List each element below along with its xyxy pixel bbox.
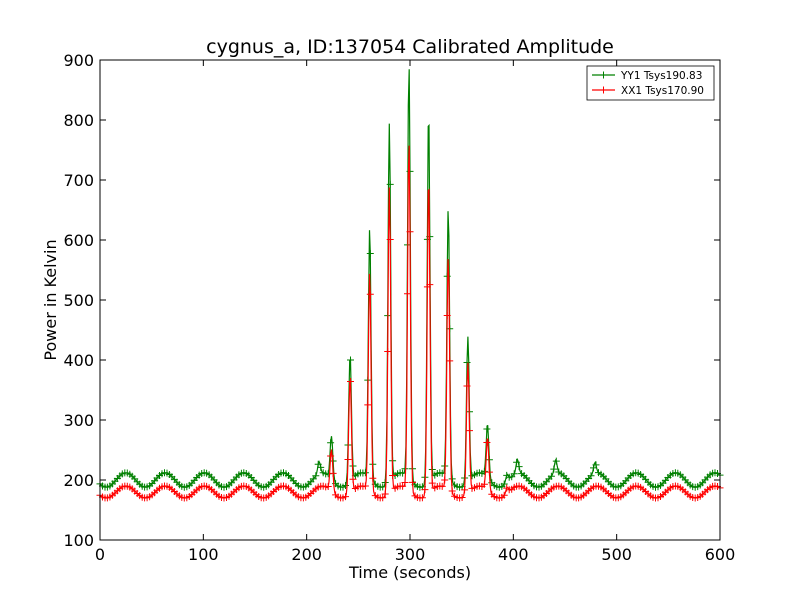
- legend: YY1 Tsys190.83 XX1 Tsys170.90: [586, 65, 715, 101]
- x-tick-label: 400: [498, 545, 529, 564]
- x-tick-label: 100: [188, 545, 219, 564]
- legend-marker: [600, 71, 607, 79]
- plot-area: 0 100 200 300 400 500 600100200300400500600700…: [63, 51, 735, 564]
- chart-title: cygnus_a, ID:137054 Calibrated Amplitude: [206, 36, 614, 58]
- y-axis-label: Power in Kelvin: [41, 239, 60, 360]
- y-tick-label: 700: [63, 171, 94, 190]
- y-tick-label: 500: [63, 291, 94, 310]
- y-tick-label: 800: [63, 111, 94, 130]
- x-tick-label: 600: [705, 545, 736, 564]
- y-tick-label: 100: [63, 531, 94, 550]
- series-1: [96, 145, 724, 502]
- x-tick-label: 300: [395, 545, 426, 564]
- legend-box: [586, 65, 715, 101]
- legend-label: XX1 Tsys170.90: [621, 85, 704, 97]
- x-tick-label: 500: [601, 545, 632, 564]
- x-axis-label: Time (seconds): [348, 563, 471, 582]
- y-tick-label: 600: [63, 231, 94, 250]
- x-tick-label: 200: [291, 545, 322, 564]
- x-tick-label: 0: [95, 545, 105, 564]
- y-tick-label: 300: [63, 411, 94, 430]
- y-tick-label: 200: [63, 471, 94, 490]
- legend-label: YY1 Tsys190.83: [620, 70, 702, 82]
- legend-marker: [600, 86, 607, 94]
- y-tick-label: 400: [63, 351, 94, 370]
- y-tick-label: 900: [63, 51, 94, 70]
